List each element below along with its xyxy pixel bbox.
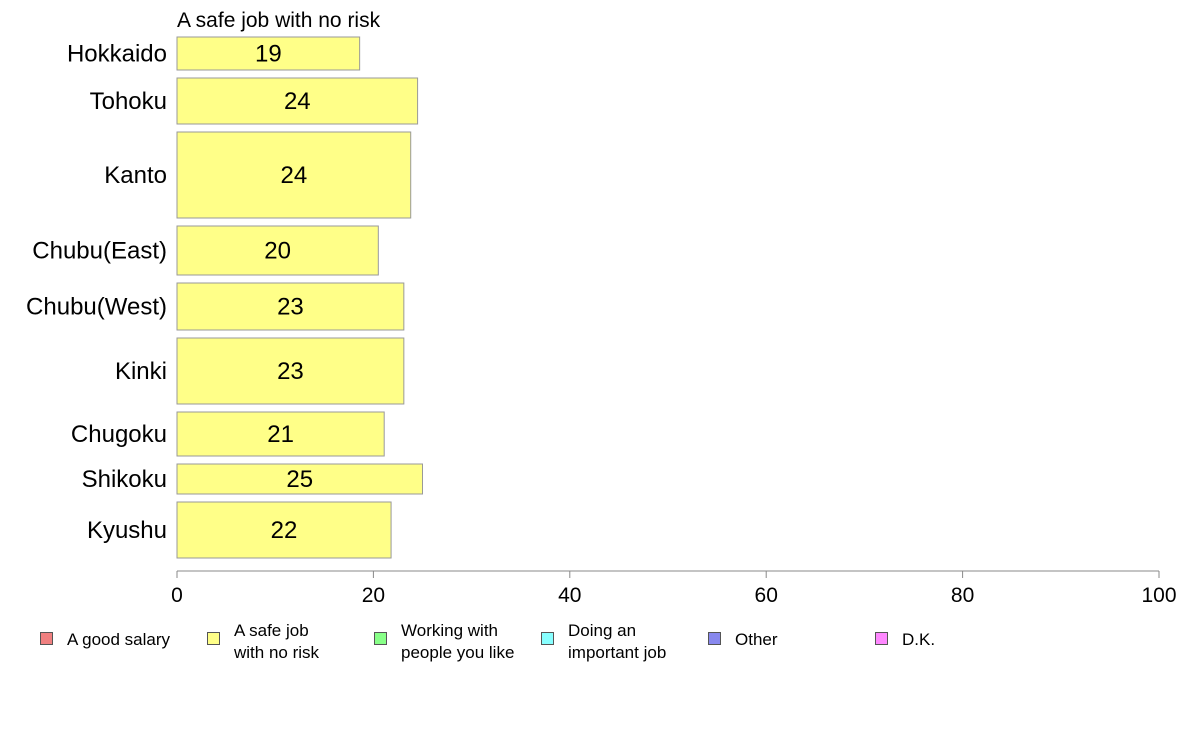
legend-item: Working with people you like [374, 620, 514, 664]
data-label: 23 [277, 294, 304, 321]
bar-chubu-west [176, 282, 405, 331]
legend-label: Doing an important job [568, 621, 667, 662]
legend-label: A good salary [67, 630, 171, 649]
legend-swatch [40, 632, 53, 645]
category-label: Chubu(West) [26, 294, 167, 321]
bar-chubu-east [176, 225, 379, 276]
bar-kanto [176, 131, 412, 219]
legend-swatch [708, 632, 721, 645]
legend-item: A good salary [40, 620, 170, 651]
data-label: 19 [255, 41, 282, 68]
legend-item: D.K. [875, 620, 935, 651]
legend: A good salary A safe job with no risk Work… [0, 620, 1188, 680]
category-label: Chubu(East) [32, 238, 167, 265]
legend-item: Other [708, 620, 778, 651]
category-label: Shikoku [82, 466, 167, 493]
category-label: Kanto [104, 162, 167, 189]
legend-swatch [374, 632, 387, 645]
bar-chugoku [176, 411, 385, 457]
category-label: Kinki [115, 358, 167, 385]
category-label: Tohoku [90, 88, 167, 115]
legend-item: A safe job with no risk [207, 620, 319, 664]
data-label: 25 [286, 466, 313, 493]
bar-hokkaido [176, 36, 361, 71]
x-tick-label: 40 [558, 584, 581, 607]
data-label: 22 [271, 517, 298, 544]
legend-label: Working with people you like [401, 621, 515, 662]
legend-item: Doing an important job [541, 620, 666, 664]
category-label: Chugoku [71, 421, 167, 448]
x-tick-label: 0 [171, 584, 183, 607]
bar-tohoku [176, 77, 419, 125]
legend-label: Other [735, 630, 778, 649]
category-label: Hokkaido [67, 41, 167, 68]
x-tick-label: 100 [1141, 584, 1176, 607]
data-label: 24 [281, 162, 308, 189]
data-label: 23 [277, 358, 304, 385]
x-tick-label: 20 [362, 584, 385, 607]
bar-shikoku [176, 463, 423, 495]
legend-swatch [541, 632, 554, 645]
bar-chart: A safe job with no risk Hokkaido 19 Tohoku… [26, 9, 1176, 607]
legend-swatch [207, 632, 220, 645]
data-label: 24 [284, 88, 311, 115]
chart-title: A safe job with no risk [177, 9, 381, 32]
legend-label: D.K. [902, 630, 936, 649]
data-label: 20 [264, 238, 291, 265]
data-label: 21 [267, 421, 294, 448]
x-tick-label: 80 [951, 584, 974, 607]
bar-kinki [176, 337, 405, 405]
x-tick-label: 60 [755, 584, 778, 607]
legend-swatch [875, 632, 888, 645]
legend-label: A safe job with no risk [234, 621, 320, 662]
bar-kyushu [176, 501, 392, 559]
category-label: Kyushu [87, 517, 167, 544]
